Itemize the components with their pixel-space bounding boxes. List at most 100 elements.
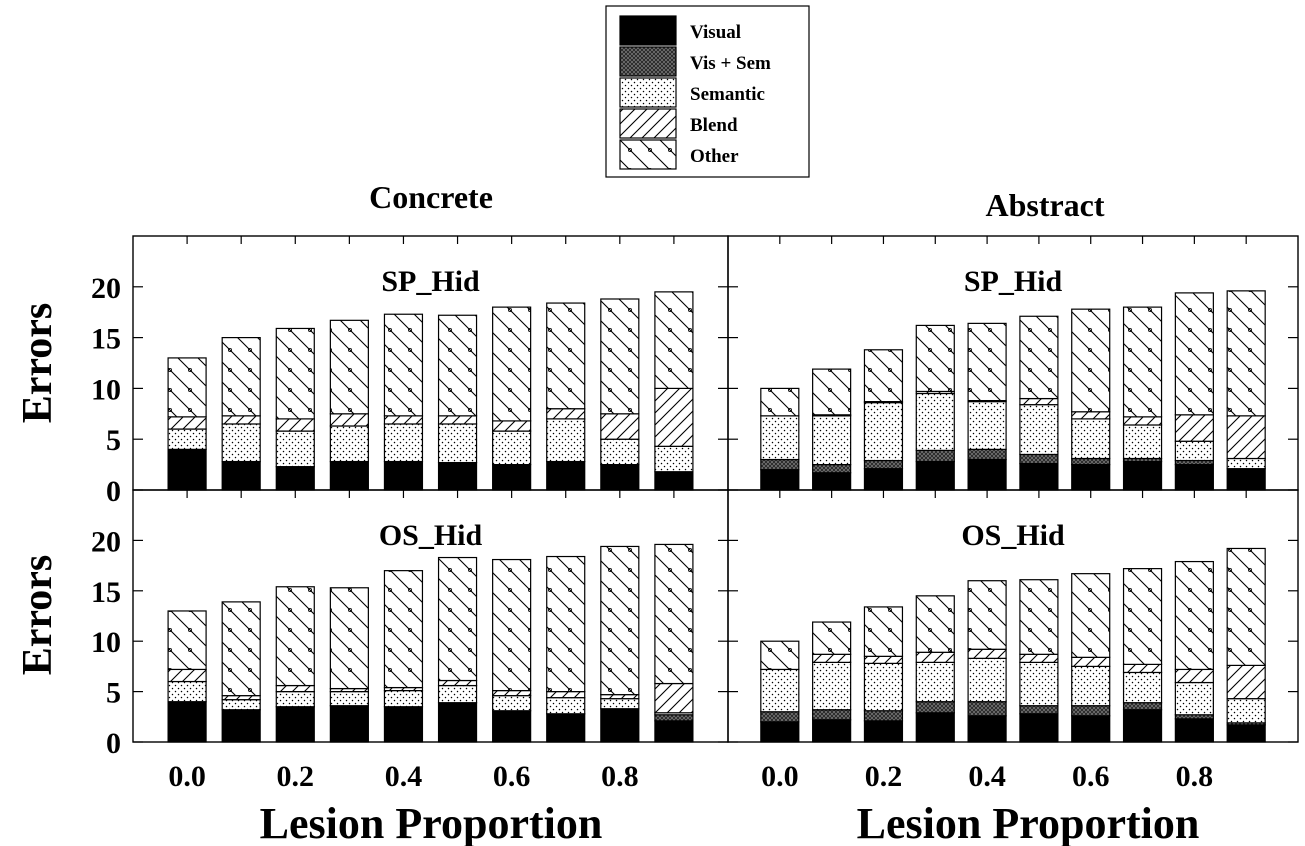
x-tick-label: 0.0 [168,760,206,793]
bar-segment-other [167,610,207,671]
bar-segment-visual [967,715,1007,743]
bar-segment-semantic [967,657,1007,703]
bar-stack [760,387,800,491]
bar-segment-visual [915,460,955,491]
bar-segment-visual [812,472,852,491]
bar-stack [492,306,532,491]
legend-label-vis-sem: Vis + Sem [690,53,771,74]
bar-segment-visual [167,701,207,743]
bar-segment-vis-sem [760,711,800,723]
bar-segment-semantic [167,680,207,703]
x-tick-label: 0.4 [385,760,423,793]
bar-segment-visual [1122,460,1163,491]
bar-stack [915,595,955,743]
bar-segment-blend [1122,663,1163,674]
bar-segment-other [654,543,694,685]
bar-segment-other [1071,308,1111,413]
bar-segment-visual [1071,464,1111,491]
bar-segment-visual [329,460,369,491]
bar-segment-visual [546,460,586,491]
bar-segment-semantic [275,690,315,708]
bar-stack [1071,573,1111,743]
y-tick-label: 5 [106,677,121,710]
bar-segment-vis-sem [760,458,800,471]
bar-stack [383,313,424,491]
bar-segment-semantic [275,430,315,468]
x-tick-label: 0.6 [493,760,531,793]
bar-segment-other [275,327,315,420]
bar-segment-semantic [221,423,261,463]
bar-segment-visual [600,708,640,743]
bar-stack [275,586,315,743]
bar-segment-other [812,621,852,655]
bar-segment-blend [915,651,955,663]
bar-segment-other [654,291,694,390]
bar-stack [1226,547,1266,743]
bar-segment-vis-sem [915,449,955,463]
panel-os-hid-abstract: 0.0 0.2 0.4 0.6 0.8 OS_Hid [727,489,1299,793]
legend-label-semantic: Semantic [690,84,765,105]
bar-stack [812,368,852,491]
bar-stack [546,555,586,743]
bar-segment-semantic [492,695,532,712]
bar-segment-other [546,302,586,410]
legend-item-blend: Blend [619,108,738,139]
bar-segment-semantic [221,699,261,711]
bar-segment-semantic [1019,404,1059,456]
bar-segment-visual [383,460,424,491]
bar-stack [437,314,478,491]
bar-segment-semantic [967,401,1007,450]
bar-segment-other [275,586,315,687]
bar-segment-other [760,640,800,671]
panel-title-sp-hid: SP_Hid [964,265,1063,298]
bar-segment-semantic [1019,661,1059,707]
y-tick-label: 15 [91,576,121,609]
bar-segment-other [1122,568,1163,665]
bar-stack [1122,306,1163,491]
bar-segment-blend [812,653,852,663]
x-tick-label: 0.4 [968,760,1006,793]
bar-segment-semantic [437,684,478,704]
y-tick-label: 0 [106,727,121,760]
bar-segment-visual [1019,462,1059,491]
bar-segment-visual [275,706,315,743]
y-tick-label: 0 [106,475,121,508]
bar-segment-vis-sem [1019,453,1059,465]
bar-segment-semantic [1071,418,1111,460]
bar-stack [812,621,852,743]
x-tick-label: 0.6 [1072,760,1110,793]
bar-segment-semantic [383,423,424,463]
bar-segment-blend [1226,664,1266,700]
panel-sp-hid-concrete: 0 5 10 15 20 SP_Hid [91,235,729,508]
panel-title-sp-hid: SP_Hid [381,265,480,298]
bar-stack [492,558,532,743]
bar-segment-blend [383,415,424,425]
bar-stack [275,327,315,491]
bar-segment-semantic [383,689,424,708]
bar-stack [546,302,586,491]
bar-stack [167,357,207,491]
panel-sp-hid-abstract: SP_Hid [727,235,1299,491]
bar-segment-visual [1019,713,1059,743]
bar-stack [654,291,694,491]
panel-title-os-hid: OS_Hid [379,519,483,552]
bar-segment-semantic [1174,681,1214,716]
bar-segment-blend [1071,411,1111,420]
legend: Visual Vis + Sem Semantic Blend Other [605,5,810,178]
legend-swatch-vis-sem [619,46,677,77]
bar-stack [1174,292,1214,491]
bar-stack [1226,290,1266,491]
bar-stack [1122,568,1163,743]
column-title-concrete: Concrete [369,179,493,215]
bar-segment-blend [492,420,532,432]
bar-segment-blend [654,682,694,714]
bar-segment-visual [1122,709,1163,743]
bar-segment-vis-sem [863,710,904,722]
y-tick-label: 20 [91,525,121,558]
bar-segment-vis-sem [1174,459,1214,466]
bar-segment-blend [275,418,315,432]
bar-stack [437,556,478,743]
bar-segment-other [1122,306,1163,418]
legend-label-visual: Visual [690,22,741,43]
panel-title-os-hid: OS_Hid [961,519,1065,552]
